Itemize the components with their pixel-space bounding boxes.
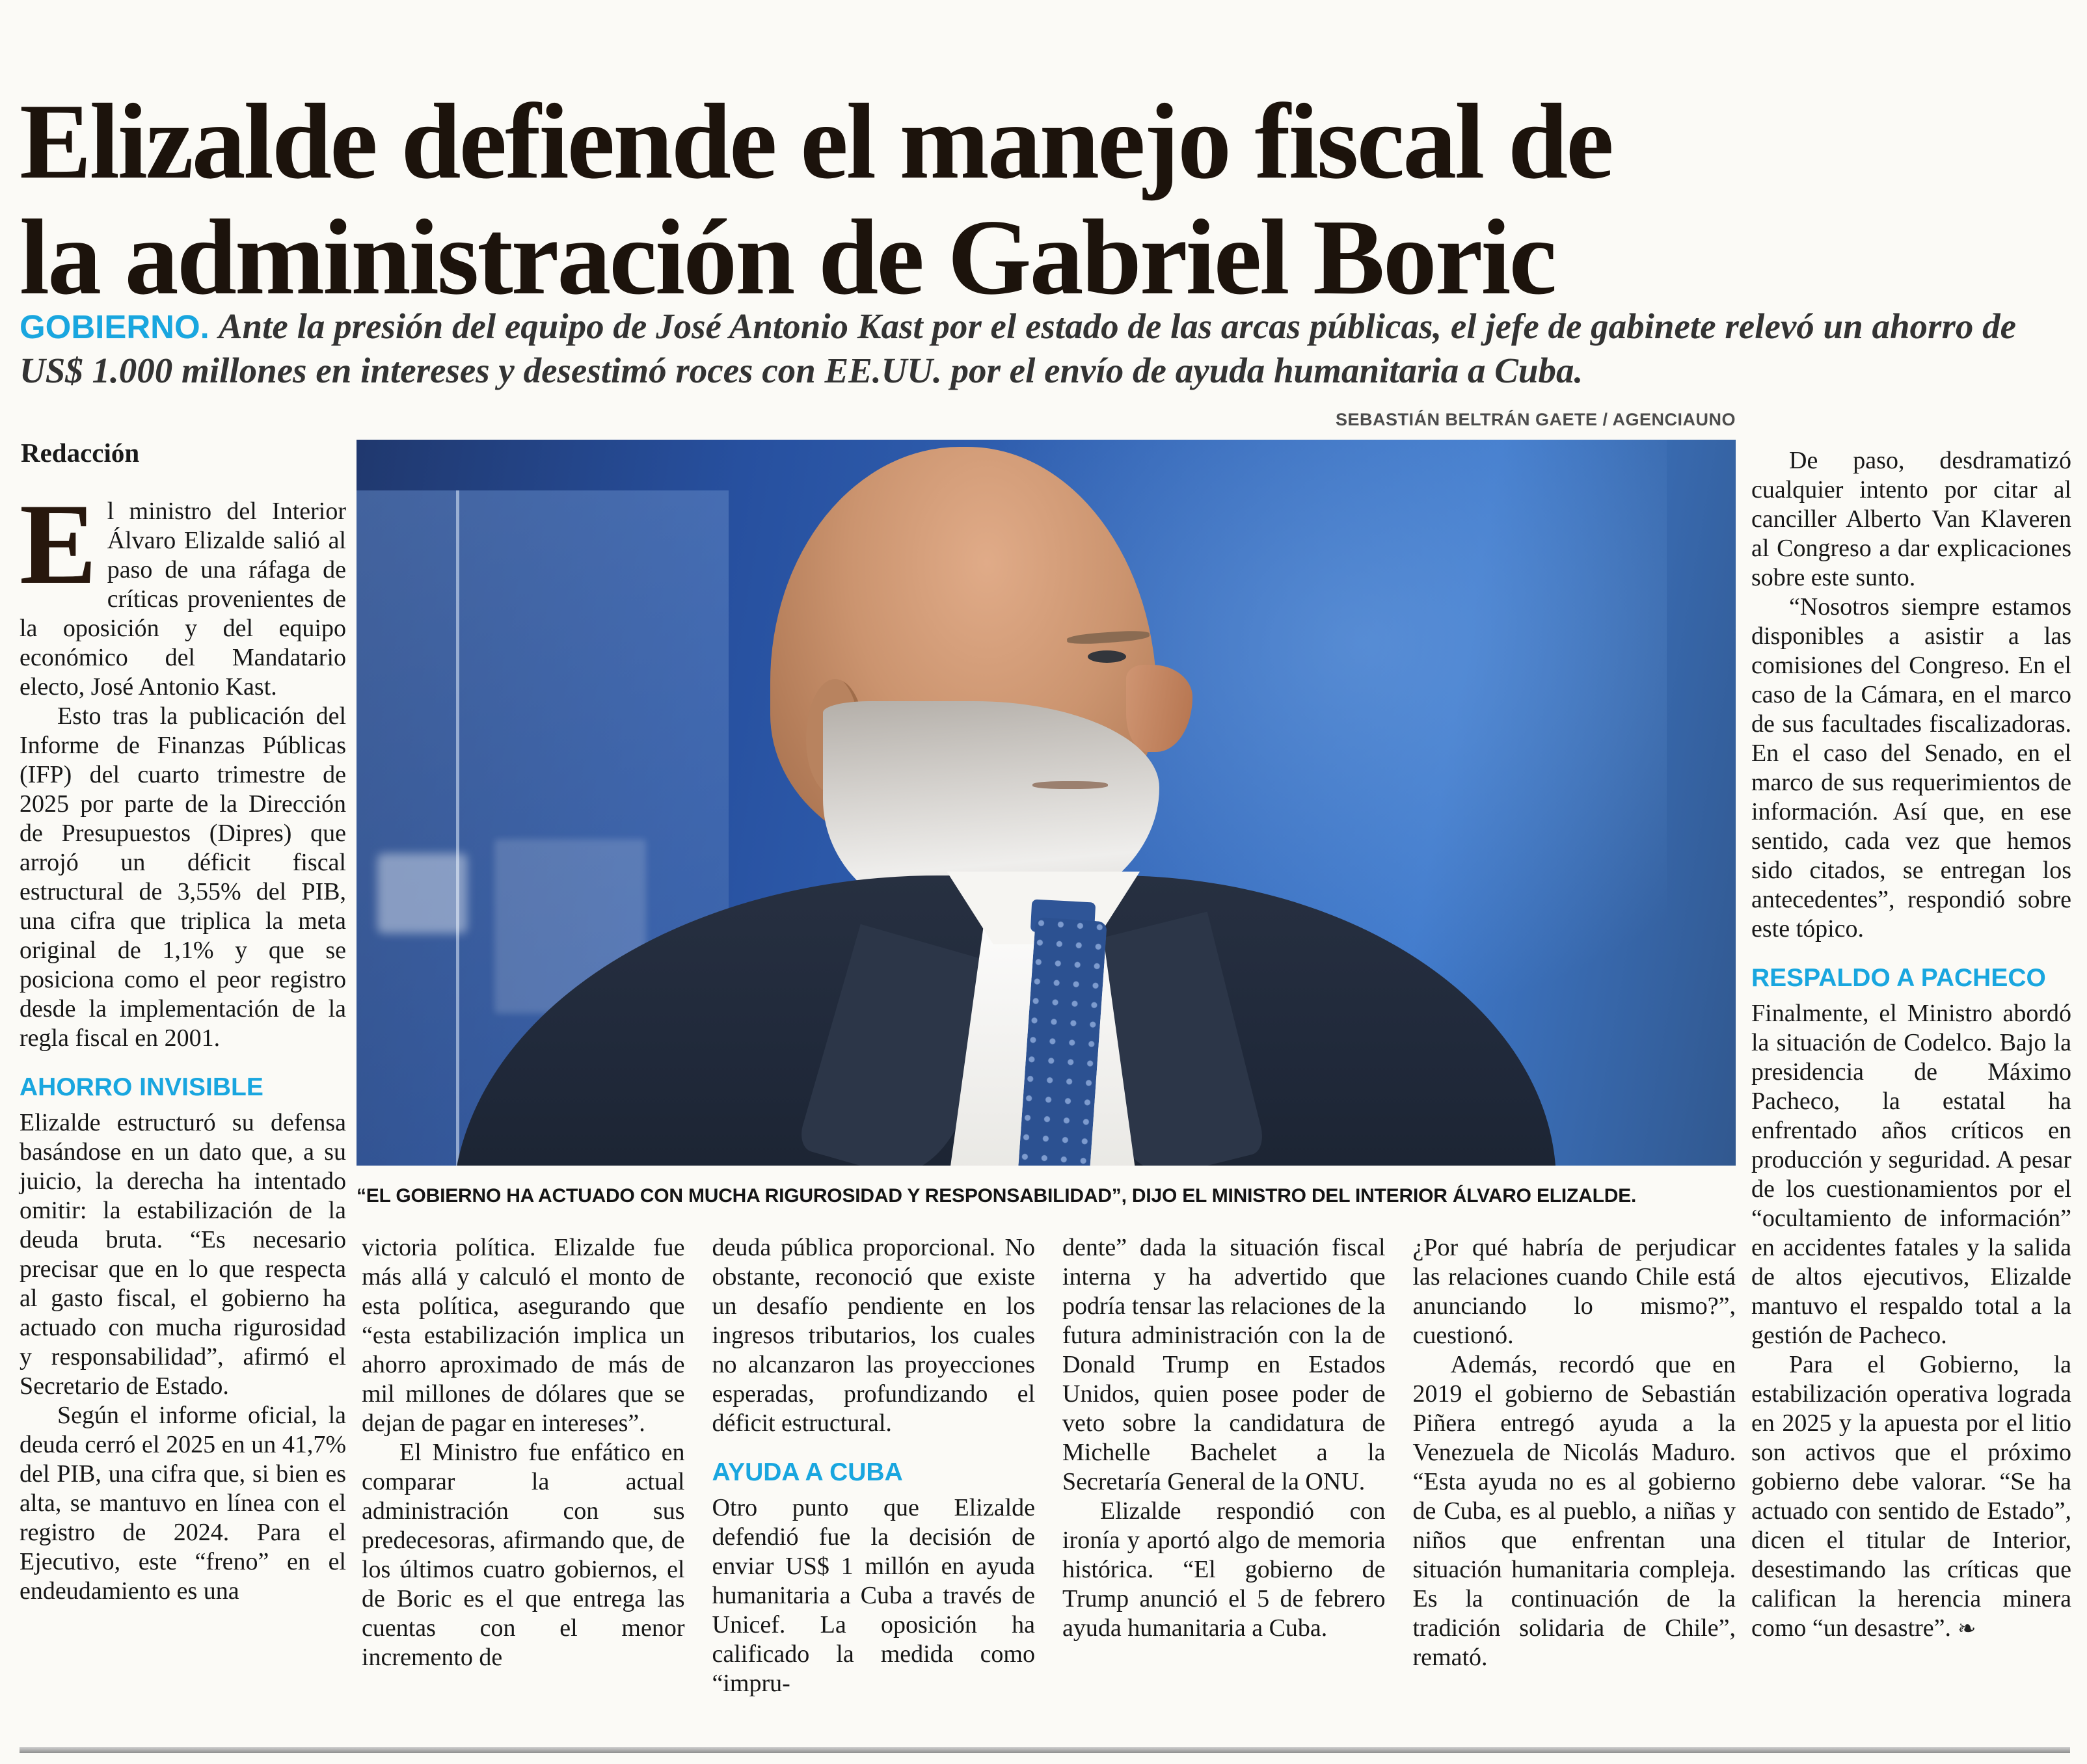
bottom-divider — [20, 1747, 2070, 1753]
paragraph: Además, recordó que en 2019 el gobierno … — [1412, 1351, 1736, 1671]
paragraph: victoria política. Elizalde fue más allá… — [362, 1234, 685, 1437]
deck: GOBIERNO. Ante la presión del equipo de J… — [20, 304, 2072, 393]
paragraph: Elizalde estructuró su defensa basándose… — [20, 1109, 346, 1400]
column-6: De paso, desdramatizó cualquier intento … — [1751, 446, 2071, 1644]
minister-photo — [357, 440, 1736, 1166]
section-header-respaldo-a-pacheco: RESPALDO A PACHECO — [1751, 964, 2046, 992]
paragraph-text: l ministro del Interior Álvaro Elizalde … — [20, 498, 346, 701]
headline: Elizalde defiende el manejo fiscal de la… — [20, 84, 2069, 315]
drop-cap: E — [20, 479, 97, 608]
paragraph: dente” dada la situación fiscal interna … — [1062, 1234, 1386, 1495]
eye-shape — [1087, 650, 1126, 663]
backdrop-panel-edge — [455, 490, 459, 1166]
paragraph: De paso, desdramatizó cualquier intento … — [1751, 447, 2071, 591]
mouth-shape — [1032, 781, 1109, 789]
column-2: victoria política. Elizalde fue más allá… — [362, 1233, 685, 1698]
photo-caption: “EL GOBIERNO HA ACTUADO CON MUCHA RIGURO… — [357, 1185, 1637, 1207]
paragraph: ¿Por qué habría de perjudicar las relaci… — [1412, 1234, 1736, 1349]
paragraph: Esto tras la publicación del Informe de … — [20, 702, 346, 1052]
section-header-ayuda-a-cuba: AYUDA A CUBA — [712, 1458, 903, 1486]
end-mark: ❧ — [1958, 1617, 1976, 1641]
section-header-ahorro-invisible: AHORRO INVISIBLE — [20, 1073, 263, 1101]
deck-text: Ante la presión del equipo de José Anton… — [20, 306, 2017, 391]
headline-line-1: Elizalde defiende el manejo fiscal de — [20, 81, 1614, 202]
column-3: deuda pública proporcional. No obstante,… — [712, 1233, 1036, 1698]
paragraph-text: Para el Gobierno, la estabilización oper… — [1751, 1351, 2071, 1642]
photo-credit: SEBASTIÁN BELTRÁN GAETE / AGENCIAUNO — [1335, 410, 1736, 429]
paragraph: Otro punto que Elizalde defendió fue la … — [712, 1494, 1036, 1697]
headline-line-2: la administración de Gabriel Boric — [20, 196, 1557, 317]
paragraph: Para el Gobierno, la estabilización oper… — [1751, 1350, 2071, 1644]
column-4: dente” dada la situación fiscal interna … — [1062, 1233, 1386, 1698]
paragraph: Según el informe oficial, la deuda cerró… — [20, 1402, 346, 1605]
paragraph: El Ministro fue enfático en comparar la … — [362, 1439, 685, 1671]
column-5: ¿Por qué habría de perjudicar las relaci… — [1413, 1233, 1736, 1698]
paragraph: deuda pública proporcional. No obstante,… — [712, 1234, 1036, 1437]
middle-columns: victoria política. Elizalde fue más allá… — [362, 1233, 1736, 1698]
paragraph: “Nosotros siempre estamos disponibles a … — [1751, 593, 2071, 942]
byline: Redacción — [21, 438, 140, 468]
backdrop-logo-blur — [377, 853, 467, 933]
paragraph: Finalmente, el Ministro abordó la situac… — [1751, 1000, 2071, 1349]
paragraph: Elizalde respondió con ironía y aportó a… — [1062, 1497, 1386, 1642]
section-kicker: GOBIERNO. — [20, 308, 209, 345]
